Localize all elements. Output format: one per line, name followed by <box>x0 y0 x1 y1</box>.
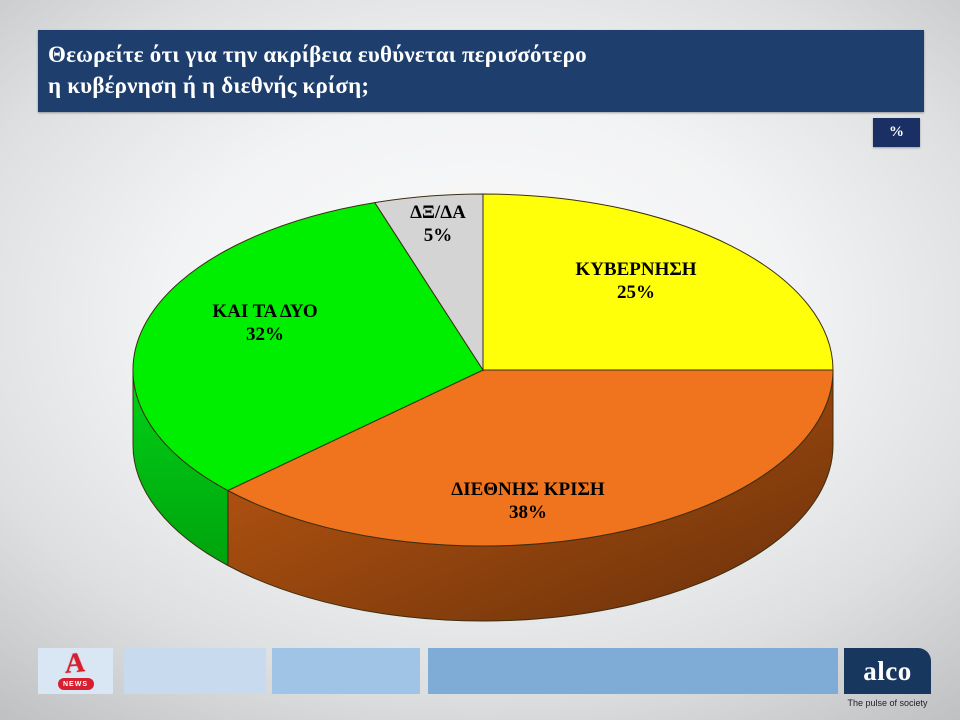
slice-percent: 25% <box>617 282 655 303</box>
footer-bar <box>272 648 420 694</box>
pie-slice <box>226 369 834 547</box>
alpha-news-label: NEWS <box>57 678 94 690</box>
slice-name: ΚΑΙ ΤΑ ΔΥΟ <box>212 301 318 322</box>
slice-name: ΔΞ/ΔΑ <box>410 202 466 223</box>
pie-slice-label-diethnis-krisi: ΔΙΕΘΝΗΣ ΚΡΙΣΗ 38% <box>451 478 604 524</box>
question-line-2: η κυβέρνηση ή η διεθνής κρίση; <box>48 73 370 98</box>
slice-name: ΔΙΕΘΝΗΣ ΚΡΙΣΗ <box>451 479 605 500</box>
footer-bar <box>124 648 266 694</box>
pie-slice <box>132 202 484 492</box>
alco-logo-text: alco <box>863 655 912 686</box>
pie-slice-label-dx-da: ΔΞ/ΔΑ 5% <box>410 201 466 247</box>
slice-percent: 38% <box>508 502 547 523</box>
slice-percent: 5% <box>423 225 453 246</box>
percent-unit-badge: % <box>873 118 920 147</box>
slice-percent: 32% <box>246 324 284 345</box>
footer-bar <box>428 648 838 694</box>
slice-name: ΚΥΒΕΡΝΗΣΗ <box>575 259 697 280</box>
alco-logo: alco <box>844 648 931 694</box>
alpha-news-logo-box: A NEWS <box>38 647 113 694</box>
alpha-logo-icon: A <box>65 647 86 680</box>
pie-slice <box>373 193 484 372</box>
pie-slice <box>482 193 834 371</box>
alco-tagline: The pulse of society <box>847 698 928 708</box>
pie-slice-label-kyvernisi: ΚΥΒΕΡΝΗΣΗ 25% <box>575 258 696 304</box>
question-banner: Θεωρείτε ότι για την ακρίβεια ευθύνεται … <box>38 30 924 112</box>
question-line-1: Θεωρείτε ότι για την ακρίβεια ευθύνεται … <box>48 42 587 67</box>
pie-slice-label-kai-ta-dyo: ΚΑΙ ΤΑ ΔΥΟ 32% <box>212 300 317 346</box>
